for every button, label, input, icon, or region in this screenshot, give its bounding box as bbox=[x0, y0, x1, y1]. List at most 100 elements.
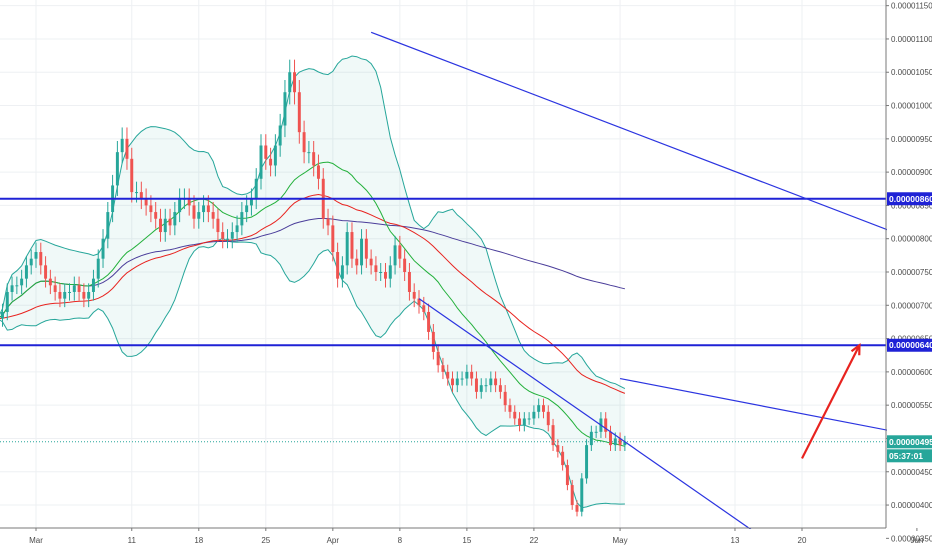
candle-body bbox=[369, 258, 373, 266]
candle-body bbox=[230, 232, 234, 239]
candle-body bbox=[546, 411, 550, 426]
candle-body bbox=[273, 145, 277, 166]
candle-body bbox=[68, 291, 71, 293]
trend-line bbox=[619, 377, 932, 440]
candle-body bbox=[197, 212, 201, 219]
candle-body bbox=[173, 212, 177, 226]
sma-20-line bbox=[0, 161, 626, 447]
candle-body bbox=[48, 278, 52, 286]
candle-body bbox=[202, 205, 206, 213]
candle-body bbox=[216, 218, 220, 233]
candle-body bbox=[135, 192, 139, 194]
candle-body bbox=[326, 218, 330, 226]
candle-body bbox=[312, 152, 316, 166]
candle-body bbox=[211, 212, 215, 219]
candle-body bbox=[269, 158, 273, 166]
candle-body bbox=[417, 298, 421, 306]
candle-body bbox=[340, 265, 344, 279]
y-tick-label: 0.00000800 bbox=[891, 235, 932, 244]
candle-body bbox=[226, 238, 229, 240]
candle-body bbox=[130, 158, 134, 193]
candle-body bbox=[594, 431, 598, 433]
candle-body bbox=[513, 411, 517, 419]
candle-body bbox=[72, 285, 76, 292]
candle-body bbox=[24, 265, 28, 279]
candle-body bbox=[154, 212, 158, 219]
candle-body bbox=[158, 218, 162, 233]
candle-body bbox=[575, 505, 579, 512]
candle-body bbox=[508, 405, 512, 412]
x-tick-label: Mar bbox=[29, 536, 43, 545]
y-tick-label: 0.00000600 bbox=[891, 368, 932, 377]
candle-body bbox=[10, 285, 14, 292]
y-tick-label: 0.00000750 bbox=[891, 268, 932, 277]
candle-body bbox=[120, 138, 124, 153]
candle-body bbox=[604, 418, 608, 432]
candle-body bbox=[5, 291, 9, 312]
candle-body bbox=[249, 198, 253, 206]
x-axis-background bbox=[0, 529, 886, 550]
candle-body bbox=[297, 92, 301, 133]
candle-body bbox=[556, 445, 560, 452]
candle-body bbox=[125, 138, 129, 159]
candle-body bbox=[623, 441, 627, 446]
x-tick-label: Jun bbox=[910, 536, 923, 545]
sma-200-line bbox=[0, 218, 626, 318]
candle-body bbox=[532, 411, 536, 419]
candle-body bbox=[139, 192, 143, 199]
x-axis-ticks: Mar111825Apr81522May1320Jun1017 bbox=[29, 528, 923, 545]
x-tick-label: 20 bbox=[798, 536, 807, 545]
candle-body bbox=[441, 365, 445, 372]
candle-body bbox=[589, 431, 593, 446]
candle-body bbox=[551, 425, 555, 446]
candle-body bbox=[278, 125, 282, 146]
candle-body bbox=[39, 252, 43, 266]
y-tick-label: 0.00000550 bbox=[891, 401, 932, 410]
price-tag-label: 0.00000860 bbox=[889, 194, 932, 204]
candle-body bbox=[307, 152, 311, 154]
x-tick-label: 22 bbox=[529, 536, 538, 545]
candle-body bbox=[264, 145, 268, 159]
candle-body bbox=[379, 272, 383, 273]
candle-body bbox=[609, 431, 612, 446]
price-tags: 0.00000860 0.00000640 0.00000495 05:37:01 bbox=[887, 192, 932, 463]
y-tick-label: 0.00000350 bbox=[891, 534, 932, 543]
candle-body bbox=[168, 218, 172, 226]
candle-body bbox=[58, 291, 62, 299]
candle-body bbox=[374, 265, 378, 272]
price-tag-label: 0.00000495 bbox=[889, 437, 932, 447]
candle-body bbox=[331, 225, 335, 253]
candle-body bbox=[474, 378, 478, 392]
candle-body bbox=[570, 485, 574, 506]
candle-body bbox=[288, 72, 292, 93]
candle-body bbox=[585, 445, 589, 479]
candle-body bbox=[91, 278, 95, 292]
x-tick-label: 11 bbox=[128, 536, 137, 545]
candle-body bbox=[1, 311, 4, 319]
y-axis-background bbox=[887, 0, 932, 528]
candle-body bbox=[283, 92, 287, 126]
candle-body bbox=[561, 451, 565, 466]
drawing-lines bbox=[0, 31, 932, 546]
candle-body bbox=[494, 378, 498, 386]
candle-body bbox=[446, 371, 450, 379]
candle-body bbox=[149, 205, 153, 213]
candle-body bbox=[522, 418, 526, 426]
candle-body bbox=[541, 405, 545, 412]
candle-body bbox=[427, 311, 431, 332]
y-tick-label: 0.00001050 bbox=[891, 68, 932, 77]
bollinger-lower-band bbox=[0, 237, 625, 509]
y-tick-label: 0.00000700 bbox=[891, 301, 932, 310]
candle-body bbox=[77, 285, 81, 292]
y-tick-label: 0.00000900 bbox=[891, 168, 932, 177]
candle-body bbox=[254, 178, 258, 199]
candle-body bbox=[398, 245, 402, 259]
candle-body bbox=[163, 218, 167, 233]
candle-body bbox=[422, 305, 426, 312]
candle-body bbox=[302, 132, 306, 153]
projection-arrow-head bbox=[850, 342, 861, 356]
candle-body bbox=[34, 252, 38, 259]
candle-body bbox=[565, 465, 569, 486]
ema-50-line bbox=[0, 193, 626, 394]
